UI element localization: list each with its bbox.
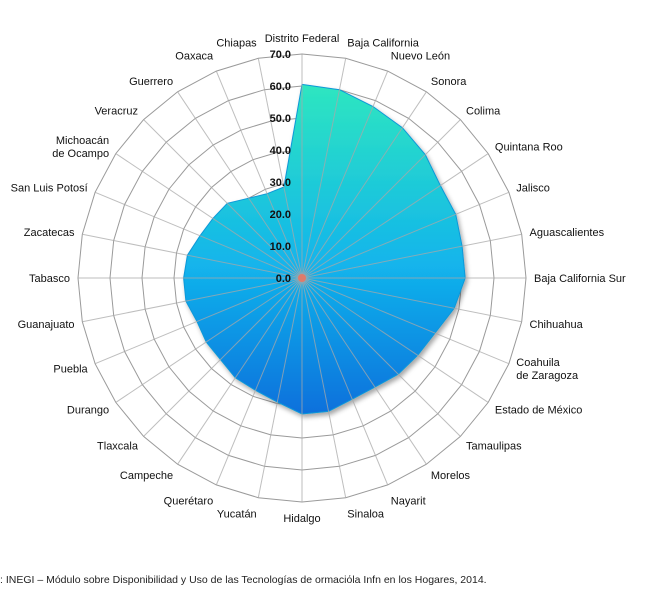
spoke-line: [94, 191, 303, 279]
tick-label: 30.0: [270, 177, 291, 189]
spoke-line: [143, 277, 303, 437]
spoke-line: [215, 70, 303, 279]
series-area-0: [183, 83, 466, 415]
spoke-line: [301, 277, 389, 486]
category-label: Baja California Sur: [534, 273, 626, 285]
category-label: Durango: [67, 405, 109, 417]
radar-spokes: [78, 54, 526, 502]
spoke-line: [301, 277, 427, 465]
spoke-line: [115, 277, 303, 403]
spoke-line: [257, 277, 303, 498]
category-label: Aguascalientes: [530, 227, 605, 239]
category-label: Zacatecas: [24, 227, 75, 239]
category-label: Nayarit: [391, 495, 426, 507]
spoke-line: [301, 119, 461, 279]
tick-label: 0.0: [276, 273, 291, 285]
tick-label: 10.0: [270, 241, 291, 253]
category-label: Baja California: [347, 38, 419, 50]
category-label: Distrito Federal: [265, 33, 340, 45]
spoke-line: [301, 277, 461, 437]
category-label: Coahuila de Zaragoza: [516, 357, 579, 382]
category-label: Sonora: [431, 76, 467, 88]
tick-label: 70.0: [270, 49, 291, 61]
spoke-line: [301, 277, 522, 323]
spoke-line: [301, 70, 389, 279]
spoke-line: [143, 119, 303, 279]
spoke-line: [177, 91, 303, 279]
spoke-line: [301, 191, 510, 279]
category-label: Chiapas: [216, 38, 257, 50]
category-label: Jalisco: [516, 182, 550, 194]
spoke-line: [82, 277, 303, 323]
spoke-line: [115, 153, 303, 279]
category-label: Chihuahua: [530, 319, 584, 331]
source-note: : INEGI – Módulo sobre Disponibilidad y …: [0, 574, 487, 586]
tick-label: 40.0: [270, 145, 291, 157]
category-label: Sinaloa: [347, 509, 385, 521]
category-label: Campeche: [120, 470, 173, 482]
spoke-line: [301, 233, 522, 279]
tick-label: 60.0: [270, 81, 291, 93]
spoke-line: [301, 277, 510, 365]
tick-label: 20.0: [270, 209, 291, 221]
spoke-line: [301, 91, 427, 279]
category-label: Estado de México: [495, 405, 582, 417]
category-label: Yucatán: [217, 509, 257, 521]
category-label: Tlaxcala: [97, 441, 139, 453]
spoke-line: [301, 277, 489, 403]
spoke-line: [257, 58, 303, 279]
category-label: Puebla: [53, 364, 88, 376]
category-label: Tamaulipas: [466, 441, 522, 453]
spoke-line: [301, 58, 347, 279]
center-dot: [298, 274, 306, 282]
spoke-line: [94, 277, 303, 365]
spoke-line: [301, 153, 489, 279]
category-label: Nuevo León: [391, 51, 450, 63]
category-label: Michoacán de Ocampo: [52, 135, 109, 160]
category-label: Colima: [466, 105, 501, 117]
spoke-line: [177, 277, 303, 465]
category-label: Tabasco: [29, 273, 70, 285]
category-label: Quintana Roo: [495, 141, 563, 153]
spoke-line: [82, 233, 303, 279]
spoke-line: [215, 277, 303, 486]
series-layer: [183, 83, 466, 415]
spoke-line: [301, 277, 347, 498]
category-label: Guanajuato: [18, 319, 75, 331]
category-label: Oaxaca: [175, 51, 214, 63]
category-label: Querétaro: [164, 495, 214, 507]
category-label: Guerrero: [129, 76, 173, 88]
category-label: Morelos: [431, 470, 471, 482]
tick-label: 50.0: [270, 113, 291, 125]
radar-chart: 0.0 10.0 20.0 30.0 40.0 50.0 60.0 70.0 Distrito…: [11, 33, 626, 525]
category-label: Veracruz: [95, 105, 138, 117]
category-label: Hidalgo: [283, 513, 320, 525]
tick-labels: 0.0 10.0 20.0 30.0 40.0 50.0 60.0 70.0: [270, 49, 291, 285]
category-label: San Luis Potosí: [11, 182, 88, 194]
